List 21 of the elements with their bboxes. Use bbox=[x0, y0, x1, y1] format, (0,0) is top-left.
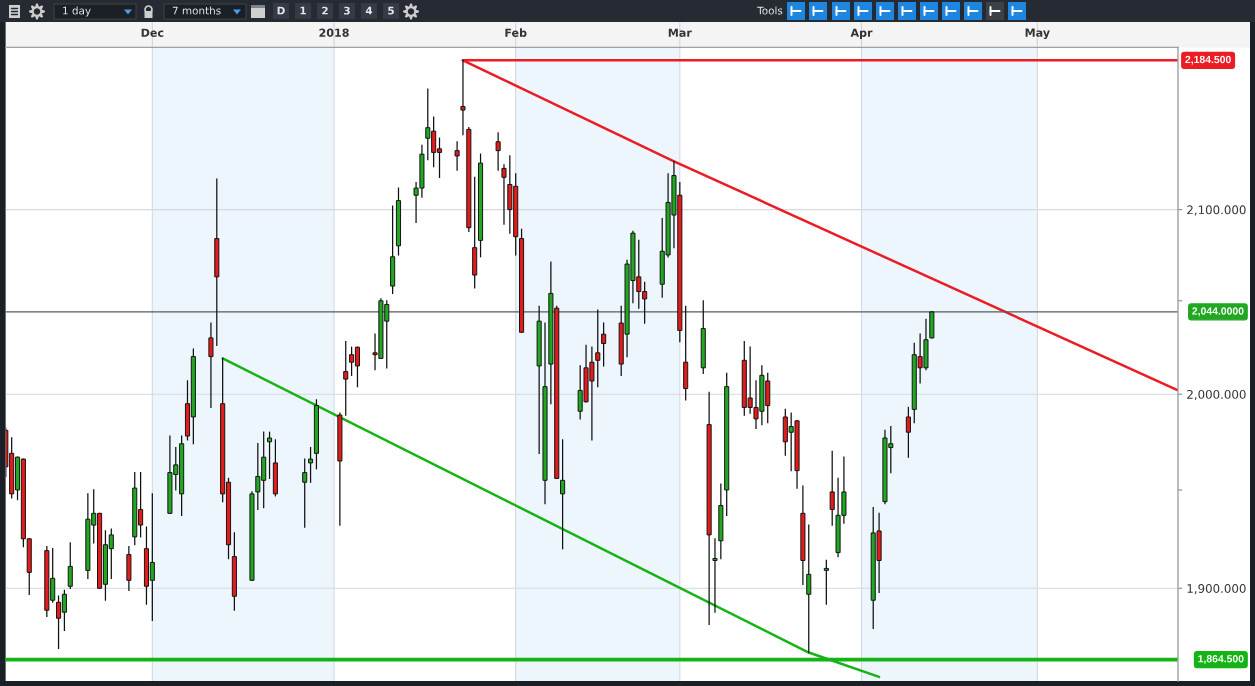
x-tick-label: Feb bbox=[505, 28, 527, 37]
text: 2 bbox=[322, 6, 328, 15]
y-tick-label: 2,100.000 bbox=[1187, 205, 1246, 216]
text: 5 bbox=[388, 6, 394, 15]
y-tick-label: 2,000.000 bbox=[1187, 389, 1246, 401]
ref-line-label: 2,044.0000 bbox=[1192, 307, 1244, 317]
text: 1 bbox=[300, 6, 306, 15]
text: 7 months bbox=[172, 6, 221, 15]
text: 1 day bbox=[63, 6, 91, 17]
x-tick-label: 2018 bbox=[319, 28, 349, 37]
text: 3 bbox=[344, 6, 350, 15]
text: D bbox=[277, 6, 285, 15]
x-tick-label: May bbox=[1025, 28, 1050, 40]
x-tick-label: Dec bbox=[141, 28, 164, 37]
ref-line-label: 1,864.500 bbox=[1198, 655, 1244, 664]
y-tick-label: 1,900.000 bbox=[1187, 584, 1246, 595]
text: Tools bbox=[757, 6, 783, 15]
x-tick-label: Apr bbox=[850, 28, 873, 40]
data-label: 2,184.500 bbox=[1185, 55, 1231, 65]
text: 4 bbox=[365, 6, 373, 15]
x-tick-label: Mar bbox=[668, 28, 692, 37]
